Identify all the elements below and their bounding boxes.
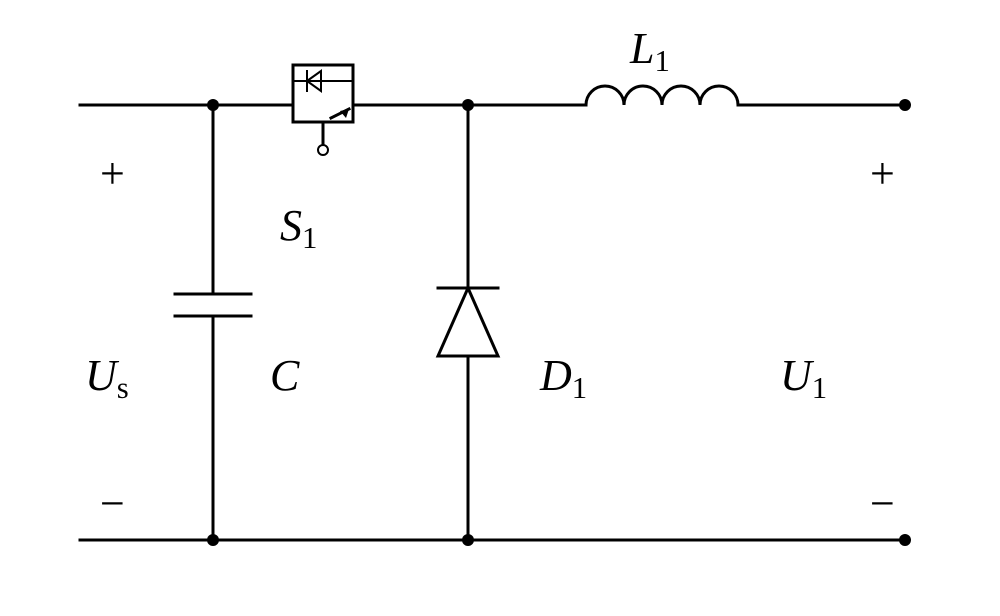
buck-converter-diagram: Us U1 S1 D1 C L1 + − + − (0, 0, 1000, 616)
plusL-mark: + (100, 149, 125, 198)
minusL-mark: − (100, 479, 125, 528)
D1-label: D1 (539, 351, 587, 405)
Us-label: Us (85, 351, 129, 405)
minusR-mark: − (870, 479, 895, 528)
plusR-mark: + (870, 149, 895, 198)
C-label: C (270, 351, 300, 400)
L1-label: L1 (629, 24, 670, 78)
S1-label: S1 (280, 201, 317, 255)
U1-label: U1 (780, 351, 827, 405)
